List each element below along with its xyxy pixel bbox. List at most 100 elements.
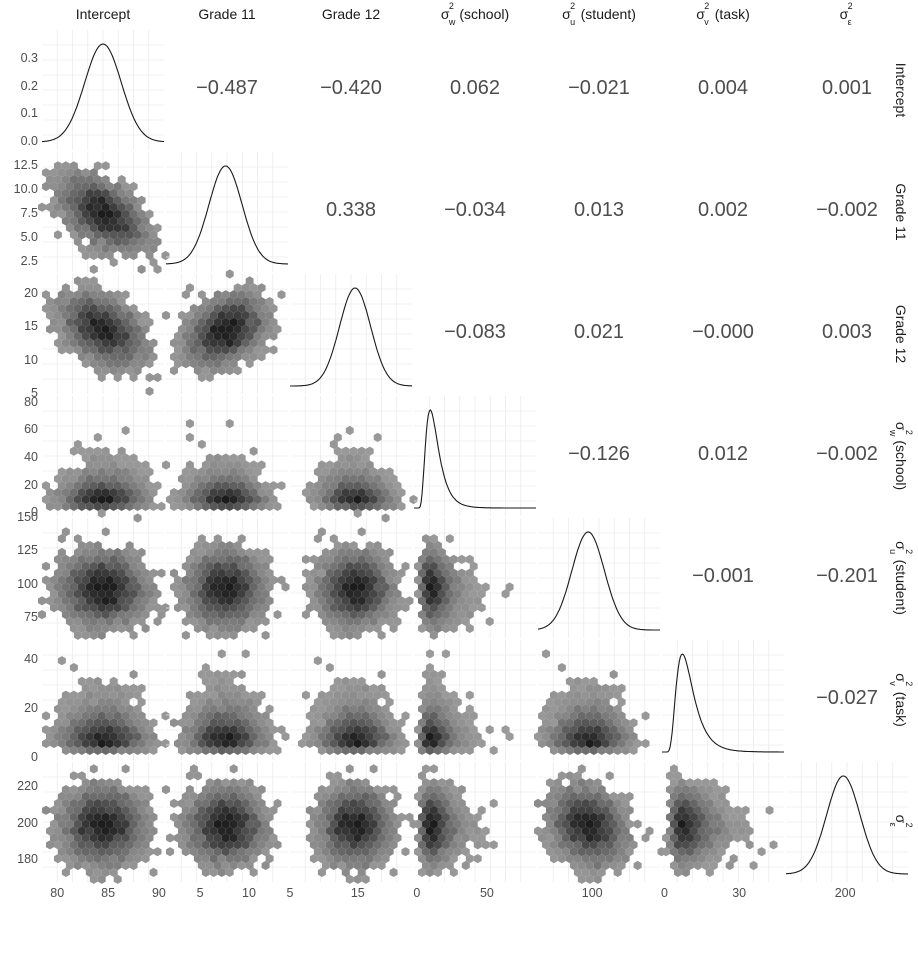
hex-cell (605, 840, 614, 850)
hex-cell (109, 460, 118, 470)
hex-cell (229, 589, 238, 599)
hexbin-panel-se-vs-sv (662, 764, 778, 877)
hex-cell (69, 175, 78, 185)
hex-cell (449, 596, 458, 606)
hex-cell (197, 589, 206, 599)
hex-cell (213, 616, 222, 627)
x-tick-label: 0 (413, 886, 421, 900)
hex-cell (569, 711, 578, 721)
hex-cell (61, 798, 70, 808)
hex-cell (385, 561, 394, 571)
hex-cell (546, 805, 554, 815)
hex-cell (433, 785, 442, 795)
hex-cell (693, 833, 702, 843)
hex-cell (670, 860, 678, 871)
hex-cell (77, 216, 86, 226)
hex-cell (426, 554, 434, 564)
hex-cell (237, 778, 246, 788)
panel-grid-3-3 (414, 396, 536, 516)
hex-cell (257, 718, 266, 728)
hex-cell (449, 690, 458, 700)
y-tick-label: 0 (31, 749, 38, 764)
hex-cell (133, 785, 142, 795)
hex-cell (265, 310, 274, 320)
hex-cell (569, 805, 578, 815)
hex-cell (561, 819, 570, 829)
hex-cell (257, 826, 266, 836)
hex-cell (113, 575, 122, 585)
density-curve (414, 409, 536, 509)
hex-cell (349, 798, 358, 808)
hex-cell (449, 745, 458, 755)
hex-cell (185, 596, 194, 606)
hex-cell (422, 683, 430, 693)
hex-cell (489, 798, 498, 808)
hex-cell (185, 324, 194, 334)
hex-cell (713, 785, 722, 795)
hex-cell (77, 352, 86, 362)
hex-cell (197, 819, 206, 829)
hex-cell (633, 860, 642, 871)
hex-cell (61, 324, 70, 334)
hex-cell (617, 738, 626, 749)
hex-cell (577, 819, 586, 829)
hex-cell (141, 812, 150, 822)
hex-cell (137, 223, 146, 233)
hex-cell (357, 676, 366, 686)
hex-cell (69, 216, 78, 226)
hex-cell (77, 854, 86, 864)
hex-cell (369, 575, 378, 585)
hex-cell (129, 860, 138, 871)
hex-cell (473, 596, 482, 606)
hex-cell (50, 317, 58, 327)
hexbin-panel-sw-vs-intercept (42, 425, 166, 518)
hex-cell (309, 501, 318, 511)
hex-cell (321, 833, 330, 843)
hex-cell (426, 718, 434, 728)
hex-cell (426, 568, 434, 578)
hex-cell (389, 840, 398, 850)
hex-cell (741, 833, 750, 843)
hex-cell (77, 175, 86, 185)
hex-cell (185, 501, 194, 511)
hex-cell (225, 676, 234, 686)
hex-cell (117, 732, 126, 742)
hex-cell (69, 474, 78, 484)
hex-cell (329, 847, 338, 857)
hex-cell (617, 819, 626, 829)
hex-cell (418, 854, 426, 864)
hex-cell (725, 860, 734, 871)
hex-cell (189, 847, 198, 857)
hex-cell (129, 372, 138, 383)
hex-cell (170, 501, 178, 511)
hex-cell (162, 785, 170, 795)
hex-cell (453, 603, 462, 613)
hex-cell (109, 867, 118, 877)
hex-cell (50, 575, 58, 585)
hex-cell (125, 338, 134, 348)
y-tick-label: 10 (24, 352, 38, 367)
hex-cell (298, 738, 306, 749)
hex-cell (621, 840, 630, 850)
hex-cell (50, 589, 58, 599)
hex-cell (141, 474, 150, 484)
hex-cell (225, 610, 234, 620)
hex-cell (457, 732, 466, 742)
hex-cell (225, 704, 234, 714)
hex-cell (349, 610, 358, 620)
hex-cell (213, 725, 222, 735)
hex-cell (137, 209, 146, 219)
hex-cell (569, 778, 578, 788)
correlation-value: −0.083 (444, 321, 506, 343)
hex-cell (321, 860, 330, 871)
hex-cell (46, 582, 54, 592)
hex-cell (57, 711, 66, 721)
hex-cell (261, 575, 270, 585)
hex-cell (101, 216, 110, 226)
hex-cell (225, 352, 234, 362)
hex-cell (337, 847, 346, 857)
hex-cell (465, 718, 474, 728)
hex-cell (341, 785, 350, 795)
hex-cell (721, 840, 730, 850)
hex-cell (621, 732, 630, 742)
